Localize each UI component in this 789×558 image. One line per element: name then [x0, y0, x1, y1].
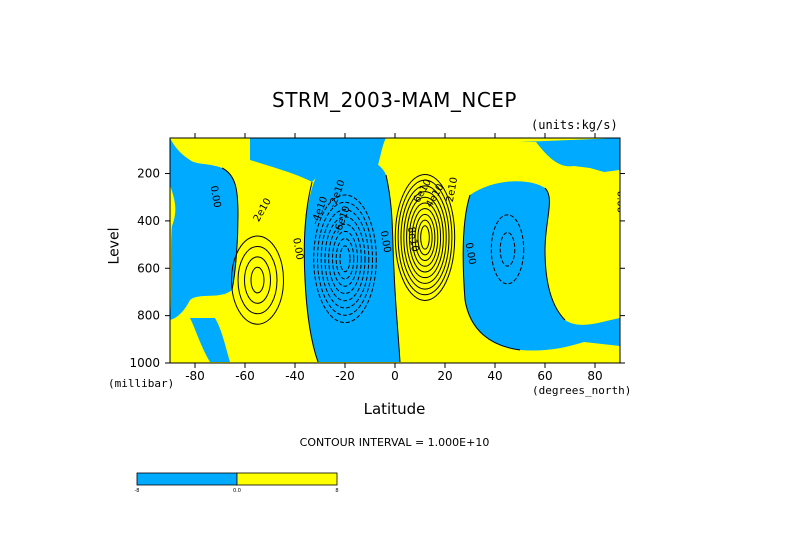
contour-label: 0.00 [378, 230, 393, 254]
x-tick-label: -20 [335, 369, 355, 383]
x-unit-label: (degrees_north) [532, 384, 632, 397]
axis-tick-layer: -80 -60 -40 -20 0 20 40 60 80 200 400 600 800 1000 [129, 133, 625, 383]
contour-line-cell3-2 [397, 179, 453, 296]
colorbar-swatch [236, 472, 338, 486]
contour-label: 0.00 [463, 242, 478, 266]
zero-contour-2 [303, 181, 319, 363]
x-tick-label: 20 [437, 369, 452, 383]
contour-line-cell1-3 [244, 256, 271, 304]
contour-line-cell3-8 [414, 213, 436, 262]
contour-line-cell1-4 [250, 266, 265, 294]
chart-title: STRM_2003-MAM_NCEP [272, 88, 517, 112]
contour-line-cell3-6 [408, 202, 442, 273]
y-tick-label: 1000 [129, 356, 160, 370]
negative-region-2 [250, 138, 386, 182]
contour-line-cell2-3 [320, 209, 370, 309]
contour-line-cell4-1 [490, 214, 525, 285]
contour-line-cell4-2 [499, 232, 516, 267]
contour-line-cell1-2 [237, 246, 278, 315]
contour-label: 0.00 [290, 237, 305, 261]
contour-interval-label: CONTOUR INTERVAL = 1.000E+10 [299, 436, 490, 449]
contour-line-cell3-7 [411, 208, 439, 267]
negative-region-5 [520, 138, 620, 172]
contour-label: 0.00 [208, 185, 223, 209]
colorbar-label: 8 [335, 488, 338, 494]
contour-label: 0.00 [615, 191, 626, 213]
contour-line-cell3-9 [417, 219, 433, 256]
y-tick-label: 400 [137, 214, 160, 228]
x-tick-label: -40 [285, 369, 305, 383]
x-tick-label: 40 [487, 369, 502, 383]
zero-contour-4 [462, 194, 521, 351]
contour-line-layer [221, 167, 566, 363]
negative-region-6 [190, 318, 230, 362]
contour-line-cell2-2 [317, 201, 373, 316]
y-tick-label: 600 [137, 261, 160, 275]
zero-contour-5 [544, 187, 566, 321]
negative-region-1 [170, 138, 238, 320]
y-unit-label: (millibar) [108, 377, 175, 390]
contour-line-cell3-3 [400, 185, 450, 290]
contour-line-cell2-6 [332, 230, 358, 287]
x-tick-label: -60 [235, 369, 255, 383]
colorbar-label: 0.0 [233, 488, 241, 494]
contour-line-cell2-7 [335, 238, 355, 280]
colorbar-label: -8 [135, 488, 140, 494]
contour-label: 8e10 [405, 226, 420, 253]
colorbar-swatch [136, 472, 238, 486]
contour-line-cell2-4 [324, 216, 366, 302]
contour-line-cell3-5 [406, 196, 444, 279]
zero-contour-3 [385, 174, 401, 363]
x-tick-label: 80 [587, 369, 602, 383]
x-tick-label: 0 [391, 369, 399, 383]
contour-line-cell2-1 [313, 194, 377, 324]
negative-region-3 [304, 157, 400, 362]
colorbar: -8 0.0 8 [135, 472, 339, 494]
units-label: (units:kg/s) [531, 118, 618, 132]
x-axis-label: Latitude [363, 400, 426, 418]
x-tick-label: 60 [537, 369, 552, 383]
y-tick-label: 800 [137, 309, 160, 323]
contour-line-cell2-8 [339, 245, 351, 273]
zero-contour-1 [221, 167, 239, 291]
y-tick-label: 200 [137, 167, 160, 181]
contour-fill-layer [170, 138, 620, 363]
contour-label: 2e10 [445, 176, 460, 203]
contour-line-cell3-1 [394, 173, 456, 301]
contour-line-cell2-5 [328, 223, 362, 294]
contour-line-cell3-10 [420, 225, 430, 250]
contour-line-cell1-1 [231, 235, 284, 325]
x-tick-label: -80 [185, 369, 205, 383]
contour-line-cell3-4 [403, 191, 447, 284]
negative-region-4 [463, 181, 620, 351]
